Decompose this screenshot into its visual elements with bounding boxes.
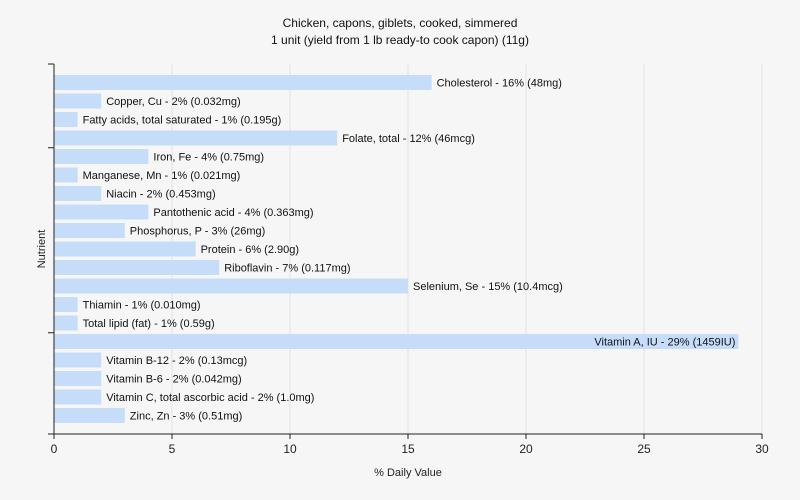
x-tick-label-3: 15 [401,442,415,456]
gridlines [171,64,763,434]
bar-label-16: Vitamin B-6 - 2% (0.042mg) [106,373,242,385]
bar-4 [54,149,149,164]
x-tick-label-5: 25 [637,442,651,456]
bar-12 [54,297,78,312]
chart-subtitle: 1 unit (yield from 1 lb ready-to cook ca… [271,33,529,47]
bar-11 [54,278,408,294]
bar-label-8: Phosphorus, P - 3% (26mg) [130,225,266,237]
bar-7 [54,204,149,220]
bar-label-13: Total lipid (fat) - 1% (0.59g) [83,318,215,330]
bar-label-17: Vitamin C, total ascorbic acid - 2% (1.0… [106,392,314,404]
bar-2 [54,112,78,127]
bar-10 [54,260,220,275]
bar-14 [54,334,739,349]
bar-3 [54,130,338,146]
bar-label-0: Cholesterol - 16% (48mg) [437,77,562,89]
bar-8 [54,223,125,238]
bar-0 [54,75,432,90]
bar-6 [54,186,102,201]
bar-label-2: Fatty acids, total saturated - 1% (0.195… [83,114,282,126]
bar-label-6: Niacin - 2% (0.453mg) [106,188,215,200]
bar-15 [54,352,102,368]
bar-label-12: Thiamin - 1% (0.010mg) [83,299,201,311]
bars-group: Cholesterol - 16% (48mg) Copper, Cu - 2% … [54,75,739,423]
chart-title: Chicken, capons, giblets, cooked, simmer… [283,16,518,30]
bar-label-14: Vitamin A, IU - 29% (1459IU) [594,336,735,348]
y-axis-title: Nutrient [36,230,48,269]
x-tick-label-4: 20 [519,442,533,456]
bar-label-3: Folate, total - 12% (46mcg) [342,133,475,145]
x-tick-label-1: 5 [169,442,176,456]
bar-label-9: Protein - 6% (2.90g) [201,244,299,256]
bar-label-1: Copper, Cu - 2% (0.032mg) [106,96,241,108]
x-axis-title: % Daily Value [374,467,442,479]
bar-1 [54,93,102,109]
bar-label-4: Iron, Fe - 4% (0.75mg) [153,151,264,163]
bar-label-5: Manganese, Mn - 1% (0.021mg) [83,170,241,182]
bar-18 [54,408,125,423]
bar-13 [54,315,78,331]
bar-label-18: Zinc, Zn - 3% (0.51mg) [130,410,242,422]
axes-group: 0 5 10 15 20 25 30 [48,63,769,456]
x-tick-label-0: 0 [51,442,58,456]
bar-5 [54,167,78,183]
bar-16 [54,371,102,386]
bar-17 [54,389,102,405]
bar-label-15: Vitamin B-12 - 2% (0.13mcg) [106,355,247,367]
bar-label-7: Pantothenic acid - 4% (0.363mg) [153,207,313,219]
bar-label-11: Selenium, Se - 15% (10.4mcg) [413,281,563,293]
bar-9 [54,241,196,257]
x-tick-label-6: 30 [755,442,769,456]
bar-label-10: Riboflavin - 7% (0.117mg) [224,262,350,274]
x-tick-label-2: 10 [283,442,297,456]
